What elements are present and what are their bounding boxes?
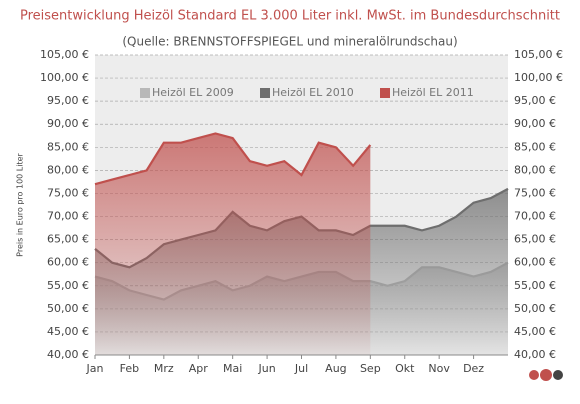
- legend-label: Heizöl EL 2010: [272, 86, 354, 99]
- y-tick-label: 100,00 €: [40, 71, 89, 84]
- legend-label: Heizöl EL 2009: [152, 86, 234, 99]
- y2-tick-label: 90,00 €: [514, 117, 556, 130]
- y-tick-label: 85,00 €: [47, 140, 89, 153]
- y-axis-label: Preis in Euro pro 100 Liter: [16, 152, 25, 256]
- x-tick-label: Okt: [395, 362, 415, 375]
- y-tick-label: 45,00 €: [47, 325, 89, 338]
- y2-tick-label: 50,00 €: [514, 302, 556, 315]
- x-tick-label: Sep: [360, 362, 381, 375]
- x-tick-label: Feb: [120, 362, 139, 375]
- y2-tick-label: 40,00 €: [514, 348, 556, 361]
- chart-subtitle: (Quelle: BRENNSTOFFSPIEGEL und mineralöl…: [122, 35, 457, 49]
- x-tick-label: Aug: [325, 362, 346, 375]
- legend-swatch: [380, 88, 390, 98]
- y2-tick-label: 70,00 €: [514, 210, 556, 223]
- logo-circle: [553, 370, 563, 380]
- y-tick-label: 40,00 €: [47, 348, 89, 361]
- y-tick-label: 95,00 €: [47, 94, 89, 107]
- y2-tick-label: 100,00 €: [514, 71, 563, 84]
- y2-tick-label: 95,00 €: [514, 94, 556, 107]
- y2-tick-label: 45,00 €: [514, 325, 556, 338]
- y-tick-label: 55,00 €: [47, 279, 89, 292]
- legend-label: Heizöl EL 2011: [392, 86, 474, 99]
- y2-tick-label: 80,00 €: [514, 163, 556, 176]
- x-tick-label: Jun: [257, 362, 275, 375]
- chart-title: Preisentwicklung Heizöl Standard EL 3.00…: [20, 9, 560, 24]
- y-tick-label: 90,00 €: [47, 117, 89, 130]
- logo-circle: [540, 369, 552, 381]
- y-tick-label: 50,00 €: [47, 302, 89, 315]
- y2-tick-label: 75,00 €: [514, 186, 556, 199]
- y2-tick-label: 85,00 €: [514, 140, 556, 153]
- y2-tick-label: 55,00 €: [514, 279, 556, 292]
- logo: [529, 369, 563, 381]
- y-tick-label: 65,00 €: [47, 233, 89, 246]
- logo-circle: [529, 370, 539, 380]
- legend-swatch: [260, 88, 270, 98]
- y-tick-label: 105,00 €: [40, 48, 89, 61]
- x-tick-label: Mai: [223, 362, 242, 375]
- y-tick-label: 80,00 €: [47, 163, 89, 176]
- x-tick-label: Dez: [463, 362, 484, 375]
- x-tick-label: Mrz: [154, 362, 174, 375]
- legend-swatch: [140, 88, 150, 98]
- x-tick-label: Jul: [294, 362, 308, 375]
- x-tick-label: Jan: [86, 362, 104, 375]
- x-tick-label: Nov: [428, 362, 450, 375]
- y-tick-label: 70,00 €: [47, 210, 89, 223]
- area-line: [94, 132, 372, 186]
- y2-tick-label: 65,00 €: [514, 233, 556, 246]
- y2-tick-label: 60,00 €: [514, 256, 556, 269]
- x-tick-label: Apr: [189, 362, 209, 375]
- y-tick-label: 60,00 €: [47, 256, 89, 269]
- y2-tick-label: 105,00 €: [514, 48, 563, 61]
- area-fill: [95, 133, 371, 355]
- y-tick-label: 75,00 €: [47, 186, 89, 199]
